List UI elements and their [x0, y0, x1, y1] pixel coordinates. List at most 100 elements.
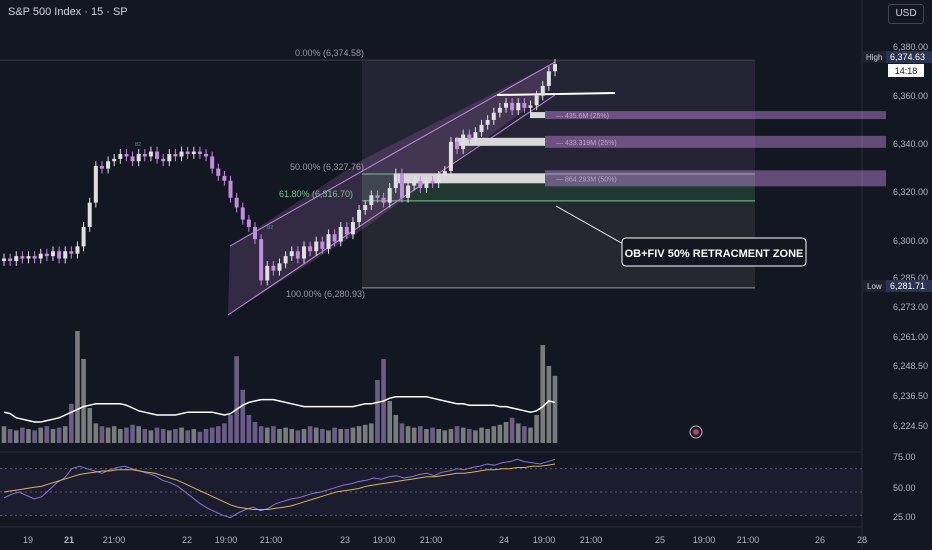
volume-bar — [69, 403, 74, 443]
candle — [8, 253, 13, 266]
volume-bar — [418, 426, 423, 443]
volume-bar — [350, 427, 356, 443]
horizontal-level-line — [496, 92, 616, 96]
volume-bar — [442, 430, 448, 443]
candle-body — [393, 173, 398, 189]
time-axis-tick: 22 — [182, 535, 192, 545]
candle-body — [222, 175, 227, 181]
candle — [246, 214, 251, 232]
volume-bar — [332, 427, 337, 443]
candle-body — [87, 202, 92, 227]
candle-body — [130, 156, 135, 162]
candle-body — [357, 209, 362, 223]
candle — [510, 98, 515, 116]
volume-bar — [50, 429, 56, 443]
time-axis-tick: 21:00 — [260, 535, 283, 545]
candle-body — [406, 185, 411, 198]
candle-body — [265, 265, 270, 281]
volume-bar — [271, 426, 276, 443]
candle — [155, 146, 160, 164]
candle-body — [510, 102, 515, 111]
candle — [314, 236, 319, 257]
time-axis-tick: 21:00 — [737, 535, 760, 545]
candle — [479, 119, 484, 137]
candle — [173, 149, 178, 162]
volume-bar — [424, 429, 429, 443]
volume-bar — [436, 429, 441, 443]
volume-bar — [509, 417, 515, 443]
time-axis-tick: 21:00 — [103, 535, 126, 545]
volume-bar — [148, 430, 154, 443]
low-label: Low — [867, 282, 882, 291]
fib-label: 0.00% (6,374.58) — [295, 48, 364, 58]
candle — [185, 146, 190, 159]
volume-bar — [81, 359, 86, 443]
candle — [93, 161, 98, 208]
candle-body — [314, 241, 319, 252]
candle-body — [118, 153, 123, 159]
currency-button[interactable]: USD — [888, 4, 924, 24]
candle — [540, 81, 545, 101]
candle-body — [210, 156, 215, 169]
candle — [112, 153, 117, 167]
candle — [75, 241, 80, 259]
candle-body — [240, 207, 245, 220]
volume-bar — [307, 426, 313, 443]
price-axis-tick: 6,248.50 — [893, 361, 928, 371]
fib-label: 50.00% (6,327.76) — [290, 162, 364, 172]
volume-bar — [7, 429, 13, 443]
profile-bar-white — [530, 112, 545, 119]
candle — [63, 246, 68, 264]
time-axis-tick: 19:00 — [215, 535, 238, 545]
volume-bar — [44, 426, 50, 443]
rsi-axis-tick: 50.00 — [893, 483, 916, 493]
candle-body — [179, 151, 184, 157]
rsi-axis-tick: 75.00 — [893, 452, 916, 462]
rsi-ma-line — [3, 463, 556, 510]
candle — [161, 153, 166, 167]
candle — [191, 146, 196, 159]
time-axis-tick: 28 — [857, 535, 867, 545]
candle-body — [167, 153, 172, 162]
candle — [357, 205, 362, 227]
candle-body — [246, 219, 251, 227]
candle-body — [216, 168, 221, 176]
candle-body — [430, 180, 435, 184]
candle-body — [136, 153, 141, 162]
volume-bar — [460, 427, 466, 443]
candle — [528, 100, 533, 113]
candle — [289, 246, 294, 261]
candle — [20, 251, 25, 264]
candle — [350, 217, 355, 240]
volume-bar — [252, 422, 258, 443]
candle — [210, 151, 215, 174]
volume-bar — [277, 429, 282, 443]
volume-bar — [185, 430, 190, 443]
candle-body — [546, 71, 551, 86]
candle — [179, 146, 184, 162]
volume-bar — [540, 345, 546, 443]
candle-body — [185, 151, 190, 154]
symbol-title[interactable]: S&P 500 Index · 15 · SP — [8, 6, 128, 18]
candle — [326, 229, 331, 254]
volume-bar — [179, 427, 184, 443]
candle-body — [504, 102, 509, 108]
channel-upper-line — [229, 61, 556, 247]
candle-body — [234, 197, 239, 208]
candle — [369, 190, 374, 210]
candle — [381, 192, 386, 208]
time-axis-tick: 24 — [499, 535, 509, 545]
volume-profile-bar — [545, 111, 886, 120]
candle — [448, 136, 453, 176]
candle-body — [479, 124, 484, 133]
volume-bar — [38, 427, 44, 443]
candle — [320, 236, 325, 254]
volume-bar — [215, 426, 221, 443]
candle-body — [106, 161, 111, 169]
candle — [167, 149, 172, 167]
candle — [271, 260, 276, 276]
volume-bar — [375, 380, 380, 443]
candle — [442, 166, 447, 181]
candle-body — [63, 251, 68, 259]
